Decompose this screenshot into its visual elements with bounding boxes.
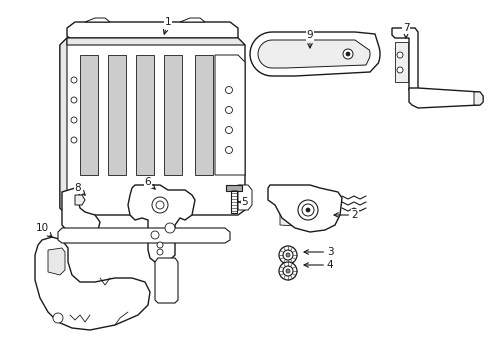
Polygon shape — [258, 40, 369, 68]
Polygon shape — [60, 38, 244, 215]
Circle shape — [157, 242, 163, 248]
Polygon shape — [391, 28, 417, 93]
Polygon shape — [230, 188, 237, 213]
Polygon shape — [80, 55, 98, 175]
Circle shape — [297, 200, 317, 220]
Circle shape — [285, 269, 289, 273]
Text: 8: 8 — [75, 183, 85, 195]
Polygon shape — [280, 195, 337, 228]
Circle shape — [71, 97, 77, 103]
Polygon shape — [67, 38, 244, 45]
Polygon shape — [225, 185, 242, 191]
Text: 3: 3 — [304, 247, 333, 257]
Text: 6: 6 — [144, 177, 155, 189]
Text: 5: 5 — [238, 197, 248, 207]
Polygon shape — [108, 55, 126, 175]
Polygon shape — [136, 55, 154, 175]
Circle shape — [71, 117, 77, 123]
Polygon shape — [238, 185, 251, 210]
Circle shape — [157, 249, 163, 255]
Circle shape — [71, 137, 77, 143]
Polygon shape — [473, 92, 482, 105]
Circle shape — [302, 204, 313, 216]
Circle shape — [283, 266, 292, 276]
Polygon shape — [394, 42, 407, 82]
Polygon shape — [128, 185, 195, 262]
Polygon shape — [215, 55, 244, 175]
Polygon shape — [85, 18, 110, 22]
Text: 10: 10 — [35, 223, 52, 237]
Circle shape — [156, 201, 163, 209]
Text: 4: 4 — [304, 260, 333, 270]
Polygon shape — [267, 185, 341, 232]
Circle shape — [283, 250, 292, 260]
Circle shape — [225, 126, 232, 134]
Text: 2: 2 — [333, 210, 358, 220]
Circle shape — [285, 253, 289, 257]
Circle shape — [396, 52, 402, 58]
Circle shape — [225, 147, 232, 153]
Circle shape — [164, 223, 175, 233]
Polygon shape — [75, 195, 85, 205]
Circle shape — [342, 49, 352, 59]
Polygon shape — [163, 55, 182, 175]
Circle shape — [346, 52, 349, 56]
Polygon shape — [180, 18, 204, 22]
Polygon shape — [58, 228, 229, 243]
Circle shape — [225, 86, 232, 94]
Circle shape — [225, 107, 232, 113]
Polygon shape — [35, 237, 150, 330]
Text: 7: 7 — [402, 23, 408, 38]
Circle shape — [71, 77, 77, 83]
Circle shape — [305, 208, 309, 212]
Polygon shape — [67, 22, 238, 42]
Polygon shape — [408, 88, 482, 108]
Polygon shape — [155, 258, 178, 303]
Text: 1: 1 — [163, 17, 171, 34]
Polygon shape — [60, 38, 67, 215]
Circle shape — [152, 197, 168, 213]
Circle shape — [151, 231, 159, 239]
Polygon shape — [195, 55, 213, 175]
Text: 9: 9 — [306, 30, 313, 48]
Circle shape — [279, 246, 296, 264]
Circle shape — [53, 313, 63, 323]
Polygon shape — [62, 188, 100, 234]
Polygon shape — [249, 32, 379, 76]
Circle shape — [279, 262, 296, 280]
Polygon shape — [48, 248, 65, 275]
Circle shape — [396, 67, 402, 73]
